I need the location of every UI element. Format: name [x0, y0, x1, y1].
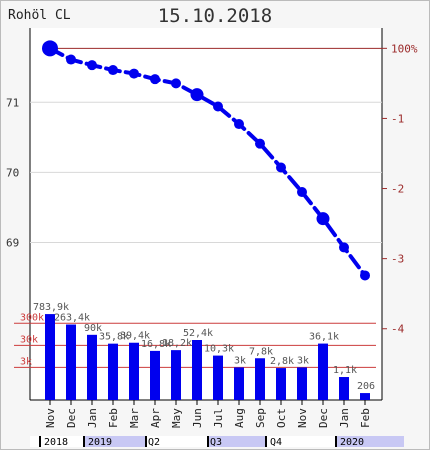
month-label: Sep [254, 408, 267, 428]
timeline-layer: 2018 2019 2020 Q2 Q3 Q4 [30, 436, 404, 448]
volume-label: 52,4k [183, 328, 213, 339]
volume-label: 10,3k [204, 344, 234, 355]
volume-bar [318, 343, 328, 400]
price-tick-label: 71 [6, 96, 19, 109]
month-label: Jan [338, 408, 351, 428]
line-layer [42, 40, 370, 281]
volume-label: 1,1k [333, 365, 357, 376]
price-point [316, 212, 330, 226]
pct-tick-label: -3 [391, 253, 404, 266]
month-label: Apr [149, 408, 162, 428]
price-point [108, 65, 118, 76]
volume-label: 36,1k [309, 332, 339, 343]
volume-bar [297, 367, 307, 400]
timeline-band [84, 436, 146, 447]
month-label: Feb [107, 408, 120, 428]
price-tick-label: 69 [6, 237, 19, 250]
price-point [171, 78, 181, 89]
volume-bar [171, 350, 181, 400]
month-label: Jun [191, 408, 204, 428]
volume-label: 90k [84, 323, 102, 334]
timeline-quarter: Q4 [270, 437, 282, 448]
price-point [129, 68, 139, 79]
timeline-year: 2019 [88, 437, 112, 448]
price-point [297, 187, 307, 198]
month-label: Aug [233, 408, 246, 428]
pct-tick-label: -1 [391, 112, 404, 125]
timeline-quarter: Q3 [210, 437, 222, 448]
volume-ref-label: 300k [20, 312, 44, 323]
month-label: Feb [359, 408, 372, 428]
volume-ref-label: 3k [20, 356, 32, 367]
volume-label: 263,4k [54, 313, 90, 324]
price-point [87, 60, 97, 71]
volume-label: 18,2k [162, 338, 192, 349]
month-label: Dec [317, 408, 330, 428]
price-point [42, 40, 58, 57]
volume-label: 7,8k [249, 346, 273, 357]
pct-tick-label: -4 [391, 323, 405, 336]
month-label: Dec [65, 408, 78, 428]
price-point [339, 242, 349, 253]
volume-bar [129, 342, 139, 400]
price-point [213, 101, 223, 112]
volume-label: 783,9k [33, 302, 69, 313]
volume-bar [360, 393, 370, 400]
volume-label: 39,4k [120, 331, 150, 342]
volume-label: 16,8k [141, 339, 171, 350]
pct-tick-label: 100% [391, 42, 418, 55]
price-point [234, 119, 244, 130]
month-label: Nov [44, 408, 57, 428]
month-label: Oct [275, 408, 288, 428]
volume-label: 3k [234, 355, 246, 366]
volume-bar [150, 350, 160, 400]
month-label: Jan [86, 408, 99, 428]
volume-bar [339, 377, 349, 400]
volume-bar [234, 367, 244, 400]
axis-layer: 69 70 71 100% -1 -2 -3 -4 300k 30k 3k Nov Dec Jan Feb M… [6, 42, 418, 428]
volume-bar [45, 314, 55, 400]
price-tick-label: 70 [6, 166, 19, 179]
month-label: Jul [212, 408, 225, 428]
volume-bar [87, 334, 97, 400]
volume-label: 3k [297, 355, 309, 366]
price-line [48, 46, 367, 278]
timeline-band [208, 436, 266, 447]
volume-bar [192, 340, 202, 400]
volume-bar [255, 358, 265, 400]
timeline-year: 2020 [340, 437, 364, 448]
volume-bar [66, 324, 76, 400]
month-label: May [170, 408, 183, 428]
price-point [360, 270, 370, 281]
volume-label: 35,8k [99, 332, 129, 343]
volume-bar [276, 368, 286, 400]
price-point [66, 54, 76, 65]
volume-ref-label: 30k [20, 334, 38, 345]
month-label: Mar [128, 408, 141, 428]
chart-title: 15.10.2018 [158, 5, 272, 27]
timeline-quarter: Q2 [148, 437, 160, 448]
price-point [190, 88, 204, 102]
timeline-year: 2018 [44, 437, 68, 448]
volume-label: 2,8k [270, 356, 294, 367]
price-point [255, 138, 265, 149]
instrument-label: Rohöl CL [8, 8, 71, 23]
volume-layer: 783,9k263,4k90k35,8k39,4k16,8k18,2k52,4k… [33, 302, 375, 400]
pct-tick-label: -2 [391, 183, 404, 196]
volume-bar [108, 343, 118, 400]
timeline-band [336, 436, 404, 447]
month-label: Nov [296, 408, 309, 428]
price-point [276, 162, 286, 173]
price-point [150, 74, 160, 85]
volume-label: 206 [357, 381, 375, 392]
volume-bar [213, 355, 223, 400]
